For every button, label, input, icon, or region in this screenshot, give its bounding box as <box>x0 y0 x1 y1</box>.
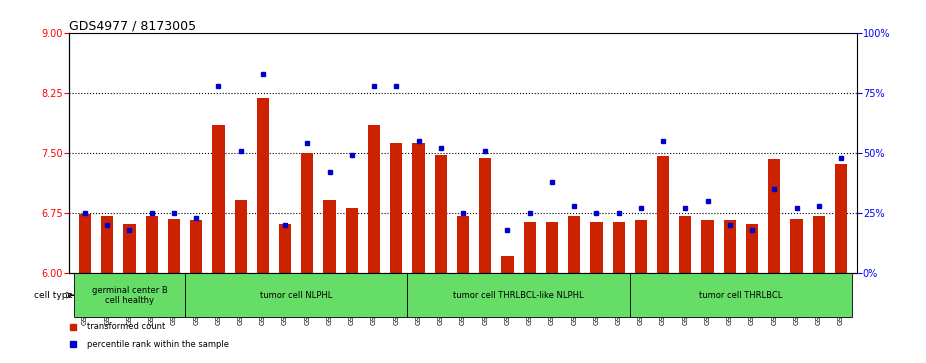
Bar <box>791 219 803 273</box>
Bar <box>190 220 202 273</box>
Bar <box>769 159 781 273</box>
Bar <box>835 164 847 273</box>
Bar <box>479 158 492 273</box>
Bar <box>323 200 336 273</box>
Text: percentile rank within the sample: percentile rank within the sample <box>87 340 229 349</box>
Bar <box>234 200 246 273</box>
Bar <box>168 219 180 273</box>
Bar <box>368 125 381 273</box>
Bar <box>630 273 852 317</box>
Text: tumor cell NLPHL: tumor cell NLPHL <box>260 291 332 300</box>
Bar <box>590 222 603 273</box>
Text: germinal center B
cell healthy: germinal center B cell healthy <box>92 286 168 305</box>
Bar <box>123 224 135 273</box>
Bar <box>523 222 536 273</box>
Bar <box>79 214 91 273</box>
Text: cell type: cell type <box>33 291 73 300</box>
Text: tumor cell THRLBCL-like NLPHL: tumor cell THRLBCL-like NLPHL <box>453 291 584 300</box>
Bar <box>457 216 469 273</box>
Bar <box>568 216 581 273</box>
Bar <box>407 273 630 317</box>
Bar <box>145 216 157 273</box>
Bar <box>680 216 692 273</box>
Bar <box>185 273 407 317</box>
Bar <box>257 98 269 273</box>
Text: tumor cell THRLBCL: tumor cell THRLBCL <box>699 291 782 300</box>
Bar <box>702 220 714 273</box>
Bar <box>74 273 185 317</box>
Bar <box>390 143 403 273</box>
Bar <box>279 224 292 273</box>
Bar <box>657 156 669 273</box>
Bar <box>301 153 314 273</box>
Bar <box>545 222 558 273</box>
Bar <box>724 220 736 273</box>
Bar <box>345 208 358 273</box>
Bar <box>434 155 447 273</box>
Text: transformed count: transformed count <box>87 322 165 331</box>
Bar <box>813 216 825 273</box>
Bar <box>612 222 625 273</box>
Bar <box>634 220 647 273</box>
Text: GDS4977 / 8173005: GDS4977 / 8173005 <box>69 20 196 33</box>
Bar <box>212 125 224 273</box>
Bar <box>746 224 758 273</box>
Bar <box>101 216 113 273</box>
Bar <box>501 256 514 273</box>
Bar <box>412 143 425 273</box>
